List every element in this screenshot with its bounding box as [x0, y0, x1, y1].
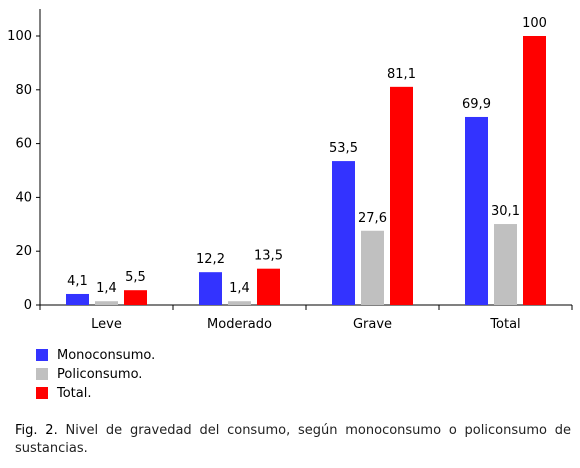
data-label: 13,5: [254, 249, 283, 264]
data-label: 5,5: [125, 270, 146, 285]
legend-label-monoconsumo: Monoconsumo.: [57, 347, 156, 363]
data-label: 81,1: [387, 67, 416, 82]
data-label: 100: [522, 16, 547, 31]
bar: [494, 224, 517, 305]
bar: [124, 290, 147, 305]
bar: [66, 293, 89, 305]
bar: [199, 272, 222, 305]
bar: [332, 161, 355, 305]
bar: [361, 230, 384, 305]
data-label: 1,4: [229, 281, 250, 296]
bar: [95, 301, 118, 305]
x-tick-label: Grave: [353, 317, 392, 332]
caption-label: Fig. 2.: [15, 423, 58, 438]
bar: [390, 86, 413, 305]
y-tick-label: 80: [15, 83, 32, 98]
data-label: 69,9: [462, 97, 491, 112]
x-tick-label: Total: [489, 317, 520, 332]
data-label: 1,4: [96, 281, 117, 296]
bar-chart: 0 20 40 60 80 100 Leve Moderado Grave Total 4,1 1,…: [7, 9, 573, 332]
y-tick-label: 100: [7, 29, 32, 44]
legend-swatch-monoconsumo: [36, 349, 48, 361]
chart-legend: Monoconsumo. Policonsumo. Total.: [36, 346, 155, 403]
y-tick-label: 20: [15, 244, 32, 259]
legend-item-monoconsumo: Monoconsumo.: [36, 346, 155, 364]
legend-swatch-total: [36, 387, 48, 399]
legend-label-policonsumo: Policonsumo.: [57, 366, 143, 382]
legend-label-total: Total.: [57, 385, 92, 401]
bar: [465, 116, 488, 306]
y-tick-label: 0: [24, 298, 32, 313]
legend-item-total: Total.: [36, 384, 155, 402]
caption-text: Nivel de gravedad del consumo, según mon…: [15, 423, 571, 456]
y-tick-label: 60: [15, 137, 32, 152]
data-label: 12,2: [196, 252, 225, 267]
chart-data-labels: 4,1 1,4 5,5 12,2 1,4 13,5 53,5 27,6 81,1 69,9 30,1…: [67, 16, 547, 296]
data-label: 27,6: [358, 211, 387, 226]
x-tick-label: Moderado: [207, 317, 272, 332]
bar: [228, 301, 251, 305]
legend-item-policonsumo: Policonsumo.: [36, 365, 155, 383]
y-tick-label: 40: [15, 190, 32, 205]
chart-axes: 0 20 40 60 80 100 Leve Moderado Grave Total: [7, 9, 573, 332]
legend-swatch-policonsumo: [36, 368, 48, 380]
chart-bars: [66, 36, 546, 306]
figure-caption: Fig. 2. Nivel de gravedad del consumo, s…: [15, 422, 571, 458]
x-tick-label: Leve: [91, 317, 122, 332]
data-label: 30,1: [491, 204, 520, 219]
data-label: 4,1: [67, 274, 88, 289]
bar: [523, 36, 546, 305]
bar: [257, 268, 280, 305]
data-label: 53,5: [329, 141, 358, 156]
